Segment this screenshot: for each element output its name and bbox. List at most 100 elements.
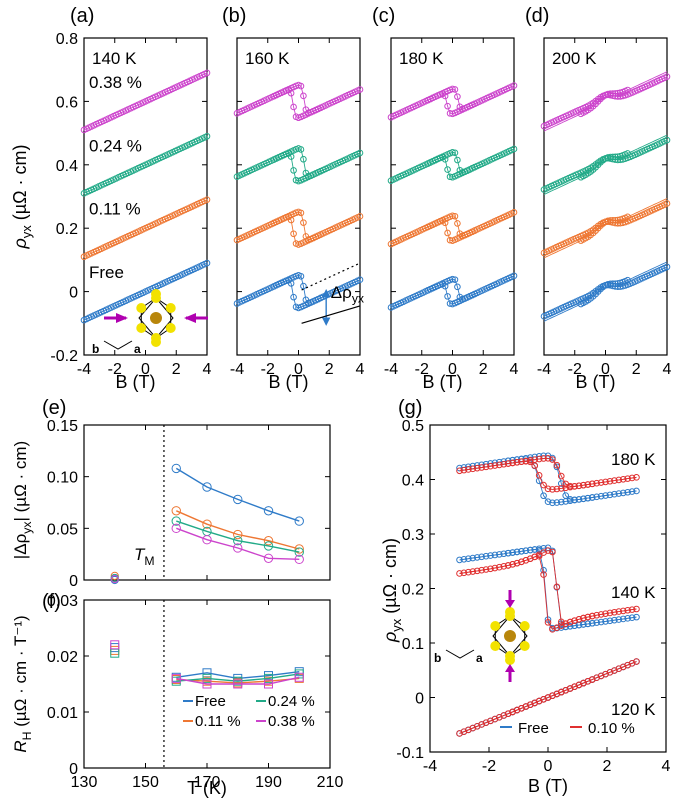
x-axis-label: B (T) xyxy=(116,372,156,392)
data-point-red-down xyxy=(549,626,556,633)
x-tick-label: 150 xyxy=(132,774,159,791)
data-point-p024 xyxy=(663,136,671,144)
data-point-red-down xyxy=(562,484,570,492)
data-point-red xyxy=(460,728,468,735)
data-point-red-down xyxy=(580,614,587,622)
data-point-p038 xyxy=(356,86,364,93)
data-point-free-down xyxy=(588,619,596,627)
data-point-p011-down xyxy=(446,236,454,244)
y-tick-label: 0.2 xyxy=(56,221,78,238)
lattice-center-atom xyxy=(150,312,162,324)
data-point-p024 xyxy=(300,155,307,163)
data-point-p011 xyxy=(202,519,212,529)
data-point-free-down xyxy=(290,293,297,301)
data-point-free-down xyxy=(584,494,592,502)
plot-frame xyxy=(83,424,331,581)
data-point-free-down xyxy=(566,497,574,505)
data-point-p011-down xyxy=(287,216,295,224)
data-point-red xyxy=(465,568,472,576)
data-point-free xyxy=(454,283,461,291)
y-tick-label: 0.15 xyxy=(47,418,78,435)
data-point-free xyxy=(597,492,605,500)
data-point-p011-down xyxy=(282,214,290,221)
data-point-p011-down xyxy=(607,217,614,224)
data-point-p011 xyxy=(297,209,305,217)
data-point-red xyxy=(619,607,627,615)
temperature-label: 200 K xyxy=(552,49,597,68)
data-point-red xyxy=(478,464,485,471)
x-axis-label: B (T) xyxy=(269,372,309,392)
x-tick-label: -4 xyxy=(384,361,398,378)
panel-letter: (g) xyxy=(398,397,422,419)
data-point-red-down xyxy=(522,458,530,465)
data-point-p011 xyxy=(454,220,461,227)
data-point-p011-down xyxy=(444,229,451,237)
lattice-atom xyxy=(151,289,161,299)
data-point-red xyxy=(460,466,468,474)
data-point-red-down xyxy=(566,618,574,626)
series-line-p038-down xyxy=(543,71,668,132)
data-point-p011-down xyxy=(441,219,449,227)
data-point-p038-down xyxy=(609,90,617,97)
solid-guide xyxy=(301,305,361,324)
data-point-red xyxy=(549,456,556,463)
data-point-red xyxy=(491,715,499,723)
data-point-red-down xyxy=(580,679,587,687)
data-point-free xyxy=(628,488,636,495)
data-point-red-down xyxy=(509,459,516,467)
x-tick-label: 190 xyxy=(255,774,282,791)
data-point-red xyxy=(619,663,627,671)
data-point-red-down xyxy=(584,481,592,488)
data-point-free xyxy=(456,556,463,564)
data-point-red xyxy=(460,569,468,577)
data-point-red xyxy=(456,570,463,577)
y-tick-label: -0.1 xyxy=(396,745,424,762)
y-tick-label: 0.3 xyxy=(402,527,424,544)
data-point-red xyxy=(602,478,609,486)
data-point-red-down xyxy=(531,699,539,707)
data-point-free-down xyxy=(527,546,534,554)
data-point-red-down xyxy=(540,695,547,703)
panel-letter: (b) xyxy=(222,5,246,27)
data-point-p011 xyxy=(663,200,671,207)
data-point-red xyxy=(465,466,472,473)
data-point-red xyxy=(593,611,600,619)
series-label-p038: 0.38 % xyxy=(89,73,142,92)
temperature-label: 140 K xyxy=(92,49,137,68)
x-tick-label: -4 xyxy=(230,361,244,378)
y-tick-label: 0.6 xyxy=(56,94,78,111)
data-point-red xyxy=(496,713,503,721)
data-point-red xyxy=(473,464,481,472)
data-point-red xyxy=(624,606,631,614)
crystal-axes-icon xyxy=(445,649,475,659)
y-axis-label-a: ρyx (µΩ · cm) xyxy=(10,144,34,249)
x-tick-label: -2 xyxy=(568,361,582,378)
y-axis-label-g: ρyx (µΩ · cm) xyxy=(380,538,404,643)
data-point-p038 xyxy=(171,523,181,534)
data-point-p024 xyxy=(294,547,304,557)
data-point-red xyxy=(619,475,627,483)
legend-label-free: Free xyxy=(195,693,226,710)
curve-label-120: 120 K xyxy=(611,700,656,719)
y-tick-label: 0.4 xyxy=(56,158,78,175)
x-tick-label: 4 xyxy=(203,361,212,378)
series-line-p011 xyxy=(176,677,300,684)
series-line-p038-down xyxy=(236,89,361,119)
data-point-red xyxy=(602,610,609,617)
data-point-free xyxy=(465,555,472,562)
x-tick-label: 2 xyxy=(325,361,334,378)
data-point-red xyxy=(465,726,472,734)
data-point-red xyxy=(482,566,490,573)
series-line-p038 xyxy=(236,84,361,114)
data-point-p011 xyxy=(110,645,120,655)
data-point-p038-down xyxy=(607,90,614,97)
series-line-free xyxy=(543,266,668,317)
data-point-140-p011 xyxy=(110,571,119,580)
data-point-p038-down xyxy=(624,86,631,94)
data-point-red-down xyxy=(575,681,583,689)
data-point-p024 xyxy=(264,673,273,683)
data-point-p024 xyxy=(202,673,212,683)
data-point-p038-down xyxy=(444,102,451,110)
data-point-red xyxy=(487,717,494,725)
lattice-atom xyxy=(505,607,515,617)
